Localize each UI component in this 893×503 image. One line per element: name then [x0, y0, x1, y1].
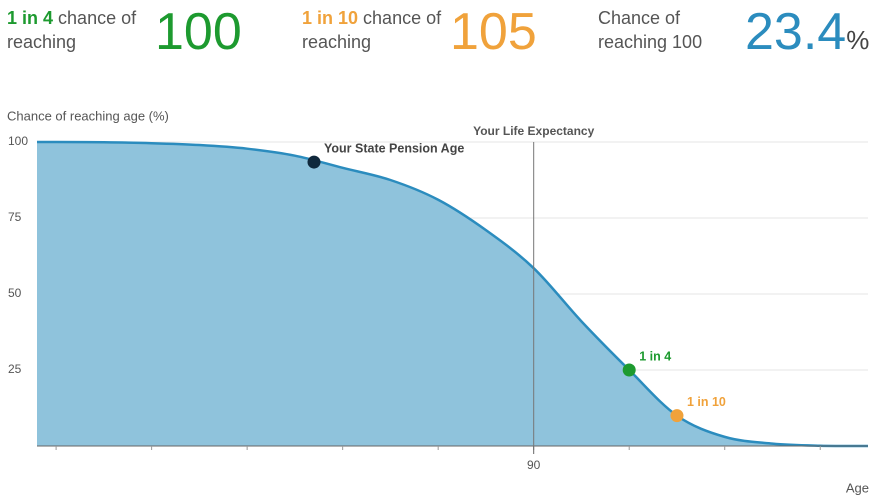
stat-unit: %	[846, 25, 870, 55]
y-tick-label: 75	[8, 210, 22, 224]
line	[36, 140, 869, 448]
y-tick-label: 50	[8, 286, 22, 300]
x-axis-title: Age	[846, 480, 869, 495]
stat-caption: chance of reaching	[302, 8, 442, 52]
life-expectancy-label: Your Life Expectancy	[473, 124, 594, 138]
y-axis-title: Chance of reaching age (%)	[7, 108, 169, 123]
stat-text: 1 in 10 chance of reaching	[302, 6, 447, 54]
y-tick-label: 25	[8, 362, 22, 376]
marker-label: 1 in 4	[639, 349, 671, 363]
marker-label: 1 in 10	[687, 395, 726, 409]
marker	[670, 409, 684, 423]
marker-label: Your State Pension Age	[324, 141, 464, 155]
stat-highlight: 1 in 4	[7, 8, 54, 28]
stat-caption: Chance of reaching 100	[598, 8, 703, 52]
area	[37, 141, 868, 446]
stat-text: Chance of reaching 100	[598, 6, 723, 54]
stat-highlight: 1 in 10	[302, 8, 359, 28]
marker	[307, 155, 321, 169]
stat-value: 100	[155, 3, 242, 61]
stat-value: 23.4%	[745, 2, 869, 70]
stat-caption: chance of reaching	[7, 8, 137, 52]
stat-number: 23.4	[745, 3, 847, 61]
y-tick-label: 100	[8, 134, 28, 148]
stat-value: 105	[450, 3, 537, 61]
stat-text: 1 in 4 chance of reaching	[7, 6, 162, 54]
marker	[622, 363, 636, 377]
x-tick-label: 90	[527, 458, 541, 472]
